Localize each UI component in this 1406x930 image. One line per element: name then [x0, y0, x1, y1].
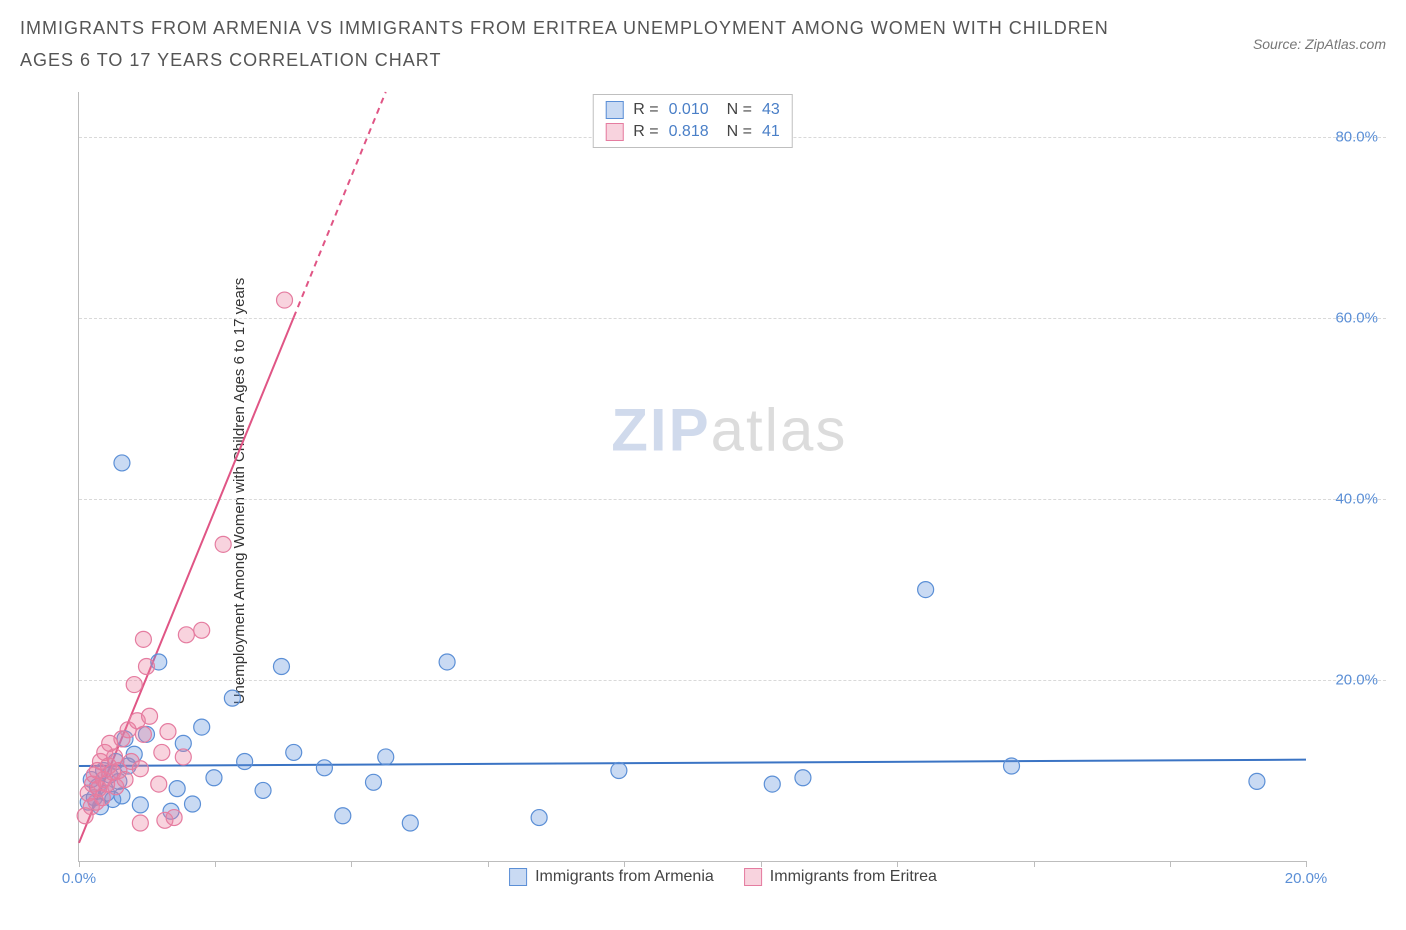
data-point — [135, 631, 151, 647]
x-tick-label: 20.0% — [1285, 870, 1328, 887]
r-value-armenia: 0.010 — [669, 101, 709, 119]
x-tick — [351, 861, 352, 867]
data-point — [126, 677, 142, 693]
data-point — [178, 627, 194, 643]
data-point — [215, 536, 231, 552]
data-point — [1249, 773, 1265, 789]
data-point — [151, 776, 167, 792]
x-tick — [488, 861, 489, 867]
r-value-eritrea: 0.818 — [669, 123, 709, 141]
data-point — [439, 654, 455, 670]
data-point — [132, 761, 148, 777]
y-tick-label: 40.0% — [1335, 491, 1378, 508]
x-tick — [215, 861, 216, 867]
data-point — [175, 749, 191, 765]
x-tick — [1306, 861, 1307, 867]
data-point — [206, 770, 222, 786]
data-point — [142, 708, 158, 724]
data-point — [611, 763, 627, 779]
r-label: R = — [633, 123, 658, 141]
x-tick — [79, 861, 80, 867]
source-label: Source: ZipAtlas.com — [1253, 12, 1386, 52]
swatch-blue-icon — [605, 101, 623, 119]
y-tick-label: 60.0% — [1335, 310, 1378, 327]
scatter-svg — [79, 92, 1306, 861]
data-point — [138, 658, 154, 674]
data-point — [237, 753, 253, 769]
n-value-armenia: 43 — [762, 101, 780, 119]
data-point — [918, 582, 934, 598]
data-point — [795, 770, 811, 786]
data-point — [135, 726, 151, 742]
data-point — [160, 724, 176, 740]
legend-row-eritrea: R = 0.818 N = 41 — [605, 121, 780, 143]
data-point — [365, 774, 381, 790]
swatch-pink-icon — [744, 868, 762, 886]
legend-label-armenia: Immigrants from Armenia — [535, 868, 714, 886]
x-tick — [761, 861, 762, 867]
y-tick-label: 80.0% — [1335, 129, 1378, 146]
data-point — [255, 782, 271, 798]
x-tick — [897, 861, 898, 867]
data-point — [531, 810, 547, 826]
data-point — [224, 690, 240, 706]
x-tick — [1034, 861, 1035, 867]
data-point — [166, 810, 182, 826]
data-point — [335, 808, 351, 824]
n-label: N = — [727, 101, 752, 119]
data-point — [378, 749, 394, 765]
legend-item-eritrea: Immigrants from Eritrea — [744, 868, 937, 886]
legend-row-armenia: R = 0.010 N = 43 — [605, 99, 780, 121]
data-point — [277, 292, 293, 308]
n-label: N = — [727, 123, 752, 141]
r-label: R = — [633, 101, 658, 119]
chart-title: IMMIGRANTS FROM ARMENIA VS IMMIGRANTS FR… — [20, 12, 1120, 77]
swatch-blue-icon — [509, 868, 527, 886]
chart-container: Unemployment Among Women with Children A… — [60, 92, 1386, 890]
data-point — [169, 781, 185, 797]
data-point — [316, 760, 332, 776]
legend-item-armenia: Immigrants from Armenia — [509, 868, 714, 886]
data-point — [132, 797, 148, 813]
data-point — [1004, 758, 1020, 774]
series-legend: Immigrants from Armenia Immigrants from … — [509, 868, 937, 886]
plot-area: ZIPatlas R = 0.010 N = 43 R = 0.818 N = … — [78, 92, 1306, 862]
x-tick-label: 0.0% — [62, 870, 96, 887]
swatch-pink-icon — [605, 123, 623, 141]
n-value-eritrea: 41 — [762, 123, 780, 141]
data-point — [286, 744, 302, 760]
data-point — [194, 719, 210, 735]
data-point — [194, 622, 210, 638]
correlation-legend: R = 0.010 N = 43 R = 0.818 N = 41 — [592, 94, 793, 148]
legend-label-eritrea: Immigrants from Eritrea — [770, 868, 937, 886]
data-point — [402, 815, 418, 831]
data-point — [154, 744, 170, 760]
y-tick-label: 20.0% — [1335, 672, 1378, 689]
x-tick — [624, 861, 625, 867]
data-point — [132, 815, 148, 831]
data-point — [273, 658, 289, 674]
data-point — [114, 455, 130, 471]
data-point — [764, 776, 780, 792]
data-point — [184, 796, 200, 812]
x-tick — [1170, 861, 1171, 867]
data-point — [117, 772, 133, 788]
